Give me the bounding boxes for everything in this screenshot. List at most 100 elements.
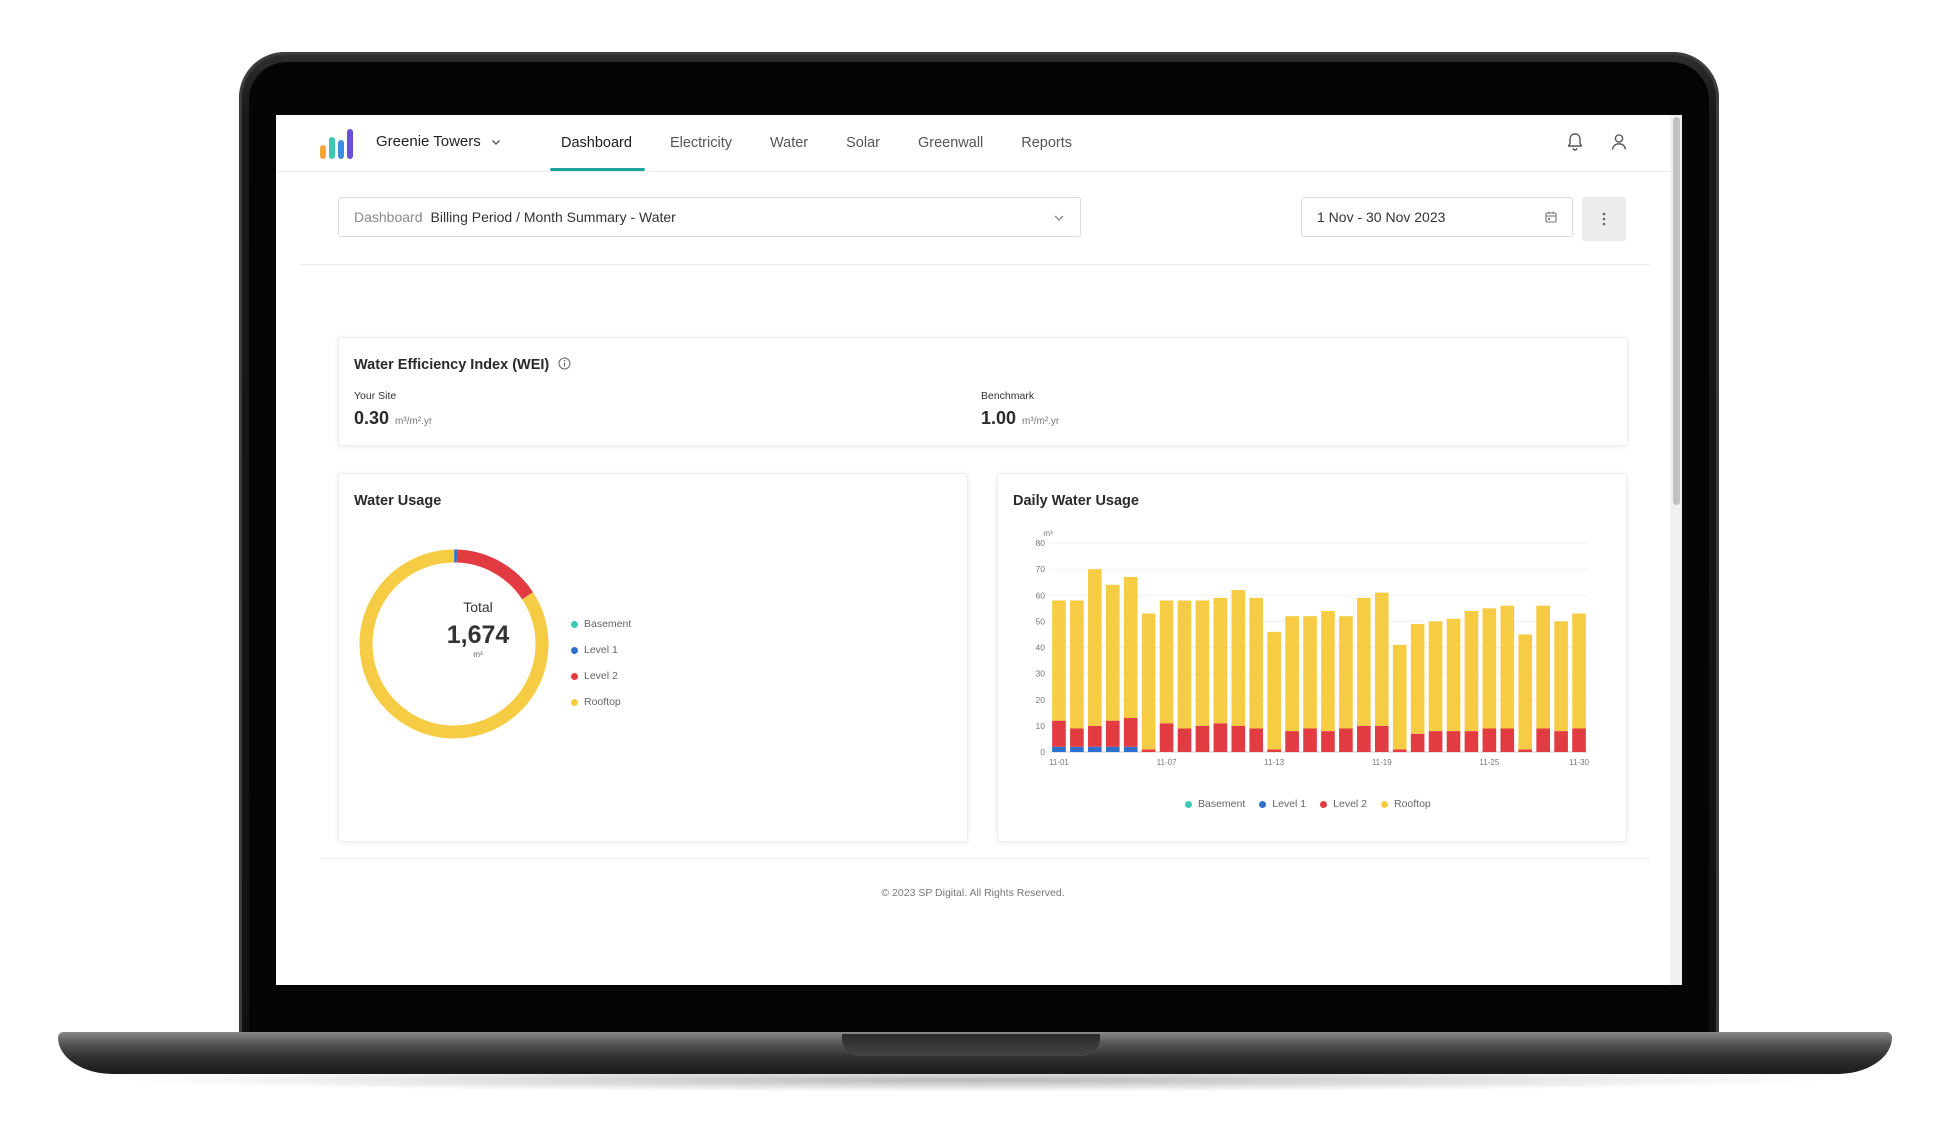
bar-level-2-11-05 (1123, 718, 1138, 747)
y-tick-label: 60 (1036, 590, 1046, 600)
dashboard-selector[interactable]: Dashboard Billing Period / Month Summary… (338, 197, 1081, 237)
benchmark-metric: Benchmark 1.00 m³/m².yr (981, 390, 1059, 429)
site-selector[interactable]: Greenie Towers (376, 133, 501, 150)
bar-level-2-11-07 (1159, 723, 1174, 752)
bar-rooftop-11-07 (1159, 600, 1174, 724)
legend-label: Level 2 (584, 670, 618, 682)
y-tick-label: 0 (1040, 747, 1045, 757)
legend-item-level-2[interactable]: Level 2 (571, 663, 631, 689)
laptop-notch (842, 1034, 1100, 1056)
bar-level-2-11-14 (1285, 731, 1299, 752)
x-tick-label: 11-07 (1157, 758, 1177, 767)
app-logo-icon[interactable] (318, 127, 358, 159)
legend-item-rooftop[interactable]: Rooftop (1381, 798, 1431, 810)
dashboard-selector-value: Billing Period / Month Summary - Water (430, 209, 676, 225)
bar-rooftop-11-30 (1572, 613, 1586, 729)
nav-icons (1564, 131, 1630, 153)
bar-level-1-11-01 (1052, 746, 1066, 752)
bell-icon[interactable] (1564, 131, 1586, 153)
header-divider (300, 264, 1650, 265)
bar-level-2-11-30 (1572, 728, 1586, 752)
donut-slice-level-2 (456, 549, 534, 600)
date-range-picker[interactable]: 1 Nov - 30 Nov 2023 (1301, 197, 1573, 237)
tab-reports[interactable]: Reports (1021, 135, 1073, 151)
legend-label: Basement (1198, 798, 1246, 810)
legend-dot (1259, 800, 1267, 808)
tab-electricity[interactable]: Electricity (669, 135, 732, 151)
bar-level-2-11-27 (1518, 749, 1533, 752)
bar-level-2-11-13 (1267, 749, 1281, 752)
water-usage-card: Water Usage Total 1,674 m³ Basement Leve… (338, 473, 968, 842)
bar-level-2-11-29 (1554, 731, 1568, 752)
date-range-value: 1 Nov - 30 Nov 2023 (1317, 209, 1446, 225)
bar-rooftop-11-17 (1339, 616, 1353, 729)
your-site-value: 0.30 (354, 408, 390, 428)
scrollbar-track[interactable] (1670, 115, 1682, 985)
daily-water-usage-title: Daily Water Usage (1013, 493, 1139, 509)
bar-level-2-11-21 (1410, 733, 1425, 752)
bar-level-2-11-19 (1374, 725, 1389, 752)
legend-dot (1381, 800, 1388, 808)
bar-rooftop-11-28 (1536, 605, 1550, 729)
water-usage-legend: Basement Level 1 Level 2 Rooftop (571, 611, 631, 715)
bar-rooftop-11-04 (1105, 584, 1120, 721)
bar-rooftop-11-26 (1500, 605, 1515, 729)
bar-level-2-11-04 (1105, 720, 1120, 747)
legend-label: Level 2 (1333, 798, 1367, 810)
bar-rooftop-11-20 (1392, 644, 1407, 750)
legend-item-rooftop[interactable]: Rooftop (571, 689, 631, 715)
legend-item-basement[interactable]: Basement (1185, 798, 1245, 810)
benchmark-unit: m³/m².yr (1022, 416, 1060, 427)
bar-level-2-11-24 (1464, 731, 1479, 752)
bar-level-2-11-22 (1428, 731, 1443, 752)
more-vertical-icon (1602, 212, 1606, 226)
wei-title: Water Efficiency Index (WEI) (354, 357, 571, 373)
bar-level-1-11-04 (1105, 746, 1120, 752)
bar-level-2-11-09 (1195, 725, 1210, 752)
bar-level-1-11-05 (1123, 746, 1138, 752)
tab-dashboard[interactable]: Dashboard (542, 115, 651, 171)
bar-rooftop-11-05 (1123, 576, 1138, 719)
bar-level-2-11-23 (1446, 731, 1461, 752)
your-site-unit: m³/m².yr (395, 416, 433, 427)
y-axis-unit-label: m³ (1043, 529, 1053, 538)
legend-item-level-1[interactable]: Level 1 (571, 637, 631, 663)
tab-water[interactable]: Water (769, 135, 809, 151)
legend-item-level-1[interactable]: Level 1 (1259, 798, 1306, 810)
more-options-button[interactable] (1582, 197, 1626, 241)
legend-item-basement[interactable]: Basement (571, 611, 631, 637)
tab-greenwall[interactable]: Greenwall (917, 135, 984, 151)
bar-rooftop-11-14 (1285, 616, 1299, 732)
bar-rooftop-11-02 (1070, 600, 1084, 729)
bar-level-2-11-25 (1482, 728, 1497, 752)
wei-card: Water Efficiency Index (WEI) Your Site 0… (338, 337, 1628, 446)
dashboard-selector-prefix: Dashboard (354, 209, 423, 225)
x-tick-label: 11-13 (1264, 758, 1284, 767)
legend-dot (571, 672, 578, 680)
user-icon[interactable] (1608, 131, 1630, 153)
x-tick-label: 11-25 (1479, 758, 1499, 767)
calendar-icon[interactable] (1544, 210, 1558, 224)
bar-level-2-11-11 (1231, 725, 1246, 752)
main-tabs: Dashboard Electricity Water Solar Greenw… (542, 115, 1091, 171)
legend-item-level-2[interactable]: Level 2 (1320, 798, 1367, 810)
bar-level-2-11-08 (1177, 728, 1192, 752)
bar-rooftop-11-27 (1518, 634, 1533, 750)
y-tick-label: 70 (1036, 564, 1046, 574)
info-icon[interactable] (558, 357, 571, 370)
tab-solar[interactable]: Solar (846, 135, 880, 151)
bar-level-2-11-26 (1500, 728, 1515, 752)
bar-level-2-11-18 (1357, 725, 1371, 752)
your-site-label: Your Site (354, 390, 397, 402)
bar-rooftop-11-23 (1446, 618, 1461, 732)
bar-rooftop-11-06 (1141, 613, 1156, 750)
water-usage-donut-chart (359, 549, 549, 739)
bar-level-2-11-20 (1392, 749, 1407, 752)
bar-level-2-11-06 (1141, 749, 1156, 752)
bar-rooftop-11-25 (1482, 608, 1497, 729)
bar-level-1-11-02 (1070, 746, 1084, 752)
donut-total-value: 1,674 (446, 621, 510, 649)
screen: Greenie Towers Dashboard Electricity Wat… (276, 115, 1682, 985)
scrollbar-thumb[interactable] (1673, 117, 1680, 505)
x-tick-label: 11-30 (1569, 758, 1589, 767)
